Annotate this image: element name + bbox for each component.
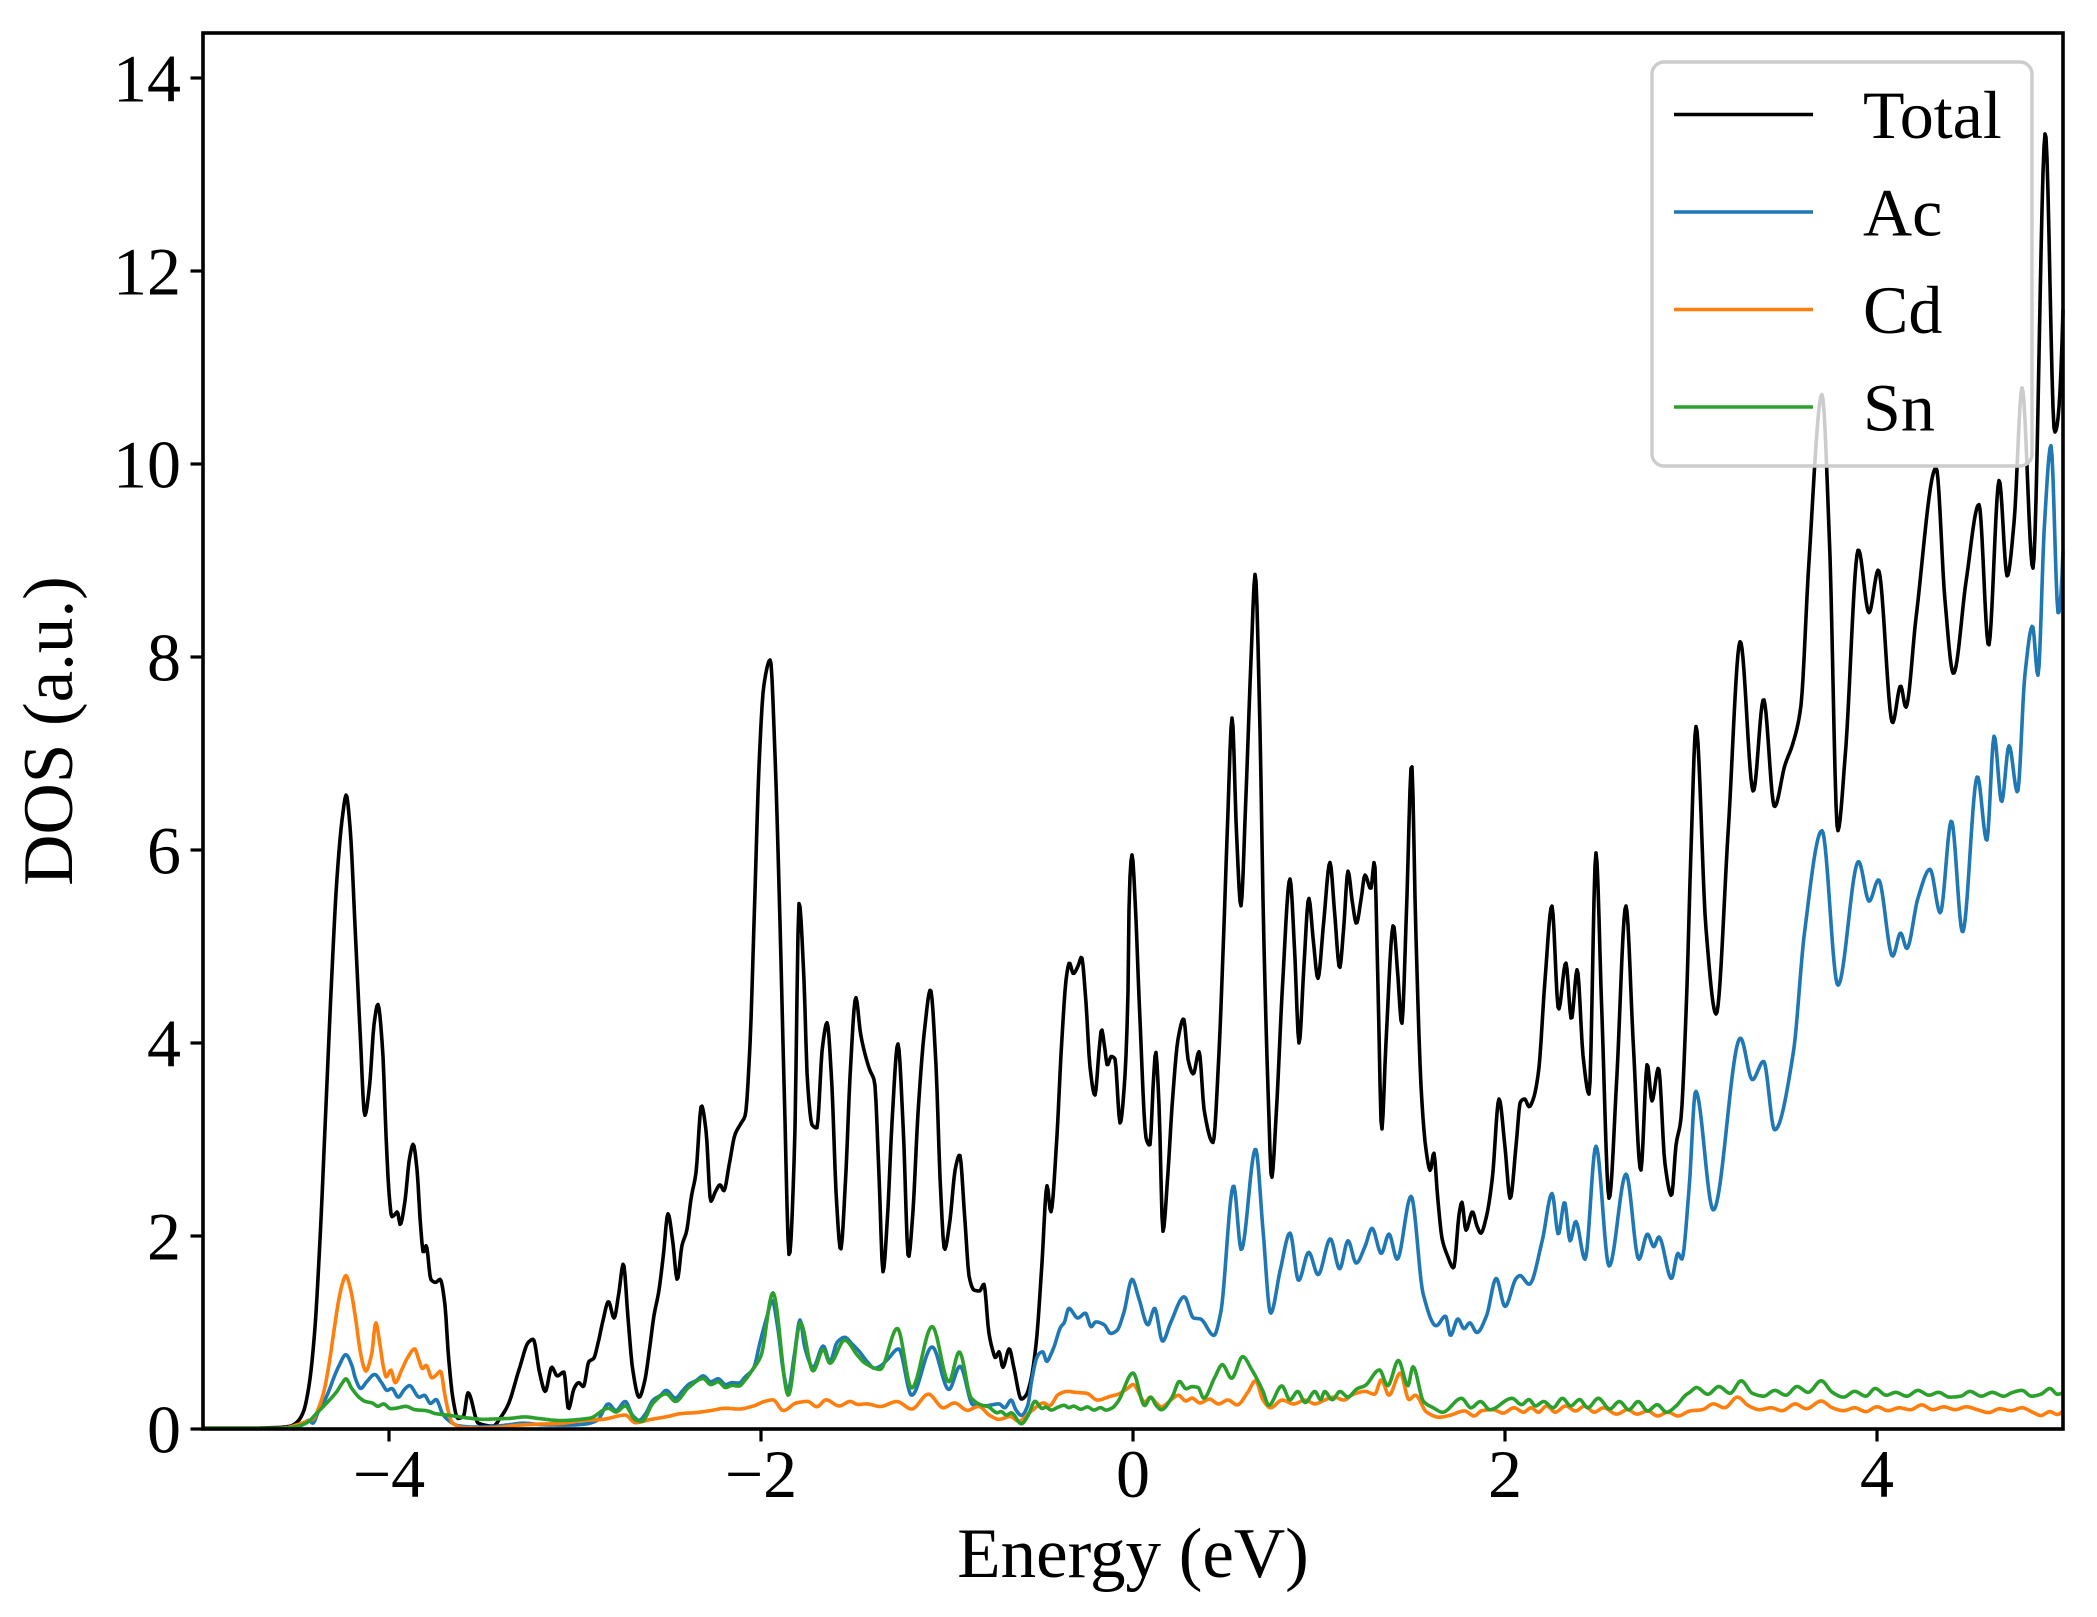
- svg-text:8: 8: [147, 620, 181, 696]
- svg-text:4: 4: [1860, 1436, 1894, 1512]
- svg-text:10: 10: [113, 427, 181, 503]
- svg-text:14: 14: [113, 41, 181, 117]
- svg-text:Ac: Ac: [1863, 175, 1942, 251]
- svg-text:4: 4: [147, 1006, 181, 1082]
- svg-text:2: 2: [147, 1199, 181, 1275]
- svg-text:6: 6: [147, 813, 181, 889]
- svg-text:Energy (eV): Energy (eV): [957, 1515, 1309, 1593]
- svg-text:0: 0: [1116, 1436, 1150, 1512]
- svg-text:Total: Total: [1863, 77, 2002, 153]
- svg-text:2: 2: [1488, 1436, 1522, 1512]
- svg-text:12: 12: [113, 234, 181, 310]
- svg-text:−4: −4: [353, 1436, 425, 1512]
- svg-text:Cd: Cd: [1863, 272, 1942, 348]
- svg-text:DOS (a.u.): DOS (a.u.): [10, 576, 88, 886]
- svg-text:−2: −2: [725, 1436, 797, 1512]
- svg-text:0: 0: [147, 1392, 181, 1468]
- svg-text:Sn: Sn: [1863, 370, 1935, 446]
